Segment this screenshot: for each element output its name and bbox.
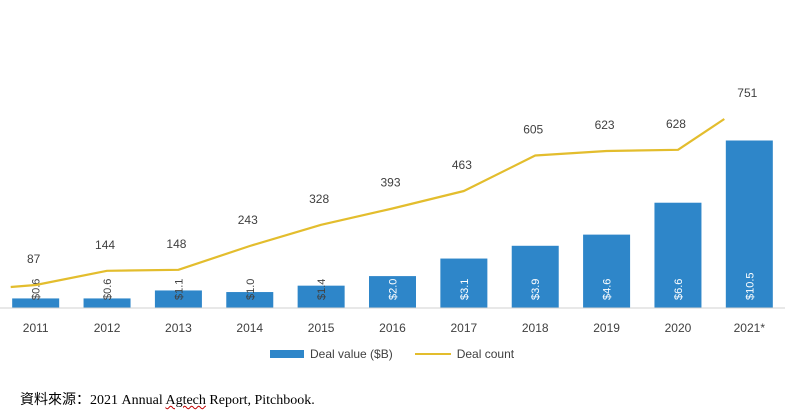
bar-label-2019: $4.6 <box>602 279 614 300</box>
deal-count-line <box>10 118 725 289</box>
bar-2018 <box>511 245 559 308</box>
line-label-2020: 628 <box>666 117 686 131</box>
x-tick-2017: 2017 <box>451 321 478 335</box>
bars-group <box>12 140 773 308</box>
bar-2021* <box>725 140 773 308</box>
source-suffix: Report, Pitchbook. <box>205 393 315 408</box>
bar-2015 <box>297 285 345 308</box>
line-labels-group: 87 144 148 243 328 393 463 605 623 628 751 <box>27 86 758 266</box>
x-tick-2021*: 2021* <box>734 321 766 335</box>
bar-2016 <box>369 276 416 308</box>
line-label-2018: 605 <box>523 123 543 137</box>
bar-label-2011: $0.6 <box>31 279 43 300</box>
legend-line-swatch <box>414 353 451 355</box>
line-label-2016: 393 <box>380 176 400 190</box>
line-label-2017: 463 <box>452 158 472 172</box>
source-prefix: 資料來源：2021 Annual <box>20 393 166 408</box>
bar-2013 <box>154 290 202 308</box>
bar-label-2014: $1.0 <box>245 279 257 300</box>
line-series-group <box>10 118 725 289</box>
bar-label-2012: $0.6 <box>102 279 114 300</box>
x-tick-2018: 2018 <box>522 321 549 335</box>
chart: $0.6 $0.6 $1.1 $1.0 $1.4 $2.0 $3.1 $3.9 $4.6 $6.6… <box>0 86 785 335</box>
line-label-2021*: 751 <box>737 86 757 100</box>
line-label-2013: 148 <box>166 237 186 251</box>
x-tick-2012: 2012 <box>94 321 121 335</box>
line-label-2012: 144 <box>95 238 115 252</box>
x-tick-2014: 2014 <box>236 321 263 335</box>
legend-item-deal-value: Deal value ($B) <box>270 347 393 361</box>
x-tick-2011: 2011 <box>23 321 49 335</box>
bar-label-2016: $2.0 <box>388 279 400 300</box>
bar-2017 <box>440 258 488 308</box>
bar-2020 <box>654 202 702 308</box>
x-tick-2016: 2016 <box>379 321 406 335</box>
legend-bar-swatch <box>270 350 304 358</box>
line-label-2015: 328 <box>309 192 329 206</box>
bar-label-2021*: $10.5 <box>744 272 756 300</box>
bar-label-2015: $1.4 <box>316 279 328 300</box>
bar-label-2017: $3.1 <box>459 279 471 300</box>
x-tick-2015: 2015 <box>308 321 335 335</box>
source-underlined-word: Agtech <box>165 393 206 408</box>
legend-item-deal-count: Deal count <box>414 347 515 361</box>
legend: Deal value ($B) Deal count <box>270 347 536 361</box>
source-note: 資料來源：2021 Annual Agtech Report, Pitchboo… <box>20 389 315 409</box>
x-tick-2020: 2020 <box>665 321 692 335</box>
line-label-2011: 87 <box>27 252 41 266</box>
bar-label-2018: $3.9 <box>530 279 542 300</box>
x-tick-2013: 2013 <box>165 321 192 335</box>
bar-label-2020: $6.6 <box>673 279 685 300</box>
x-tick-labels-group: 2011 2012 2013 2014 2015 2016 2017 2018 2019 2020… <box>23 321 766 335</box>
bar-2019 <box>583 234 631 308</box>
x-tick-2019: 2019 <box>593 321 620 335</box>
bar-label-2013: $1.1 <box>173 279 185 300</box>
line-label-2019: 623 <box>595 118 615 132</box>
legend-bar-label: Deal value ($B) <box>310 347 393 361</box>
bar-2012 <box>83 298 131 308</box>
line-label-2014: 243 <box>238 213 258 227</box>
legend-line-label: Deal count <box>456 347 515 361</box>
bar-2011 <box>12 298 60 308</box>
bar-2014 <box>226 292 274 308</box>
